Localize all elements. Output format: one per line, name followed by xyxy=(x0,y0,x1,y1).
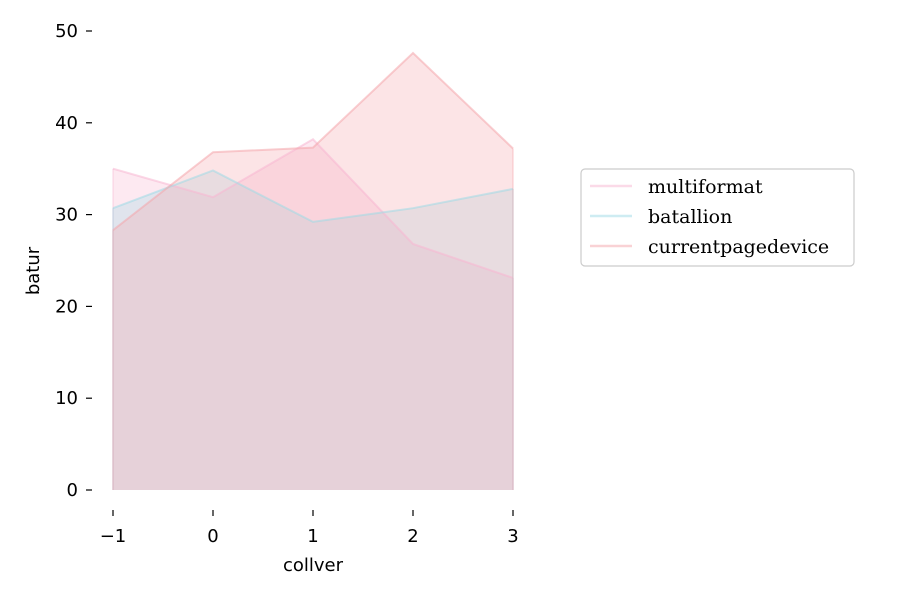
line-batallion xyxy=(112,169,514,223)
area-currentpagedevice xyxy=(113,53,513,490)
area-multiformat xyxy=(113,139,513,491)
x-tick-label: 3 xyxy=(507,526,518,547)
area-batallion xyxy=(113,170,513,490)
legend-label-currentpagedevice: currentpagedevice xyxy=(648,236,829,258)
y-tick-label: 50 xyxy=(55,21,78,42)
series-lines xyxy=(112,51,514,490)
y-tick-label: 30 xyxy=(55,205,78,226)
legend-label-batallion: batallion xyxy=(648,206,732,228)
line-currentpagedevice xyxy=(112,51,514,231)
legend-label-multiformat: multiformat xyxy=(648,176,763,198)
legend-frame xyxy=(580,168,855,267)
x-axis: −1 0 1 2 3 xyxy=(100,510,519,547)
legend: multiformat batallion currentpagedevice xyxy=(580,168,855,267)
x-tick-label: −1 xyxy=(100,526,127,547)
y-tick-label: 0 xyxy=(67,480,78,501)
series-areas xyxy=(113,53,513,491)
y-axis: 0 10 20 30 40 50 xyxy=(55,21,92,501)
line-multiformat xyxy=(112,138,514,279)
y-tick-label: 20 xyxy=(55,296,78,317)
x-tick-label: 1 xyxy=(307,526,318,547)
y-tick-label: 40 xyxy=(55,113,78,134)
x-tick-label: 2 xyxy=(407,526,418,547)
x-tick-label: 0 xyxy=(207,526,218,547)
x-axis-label: collver xyxy=(283,555,344,576)
y-tick-label: 10 xyxy=(55,388,78,409)
y-axis-label: batur xyxy=(23,246,44,295)
